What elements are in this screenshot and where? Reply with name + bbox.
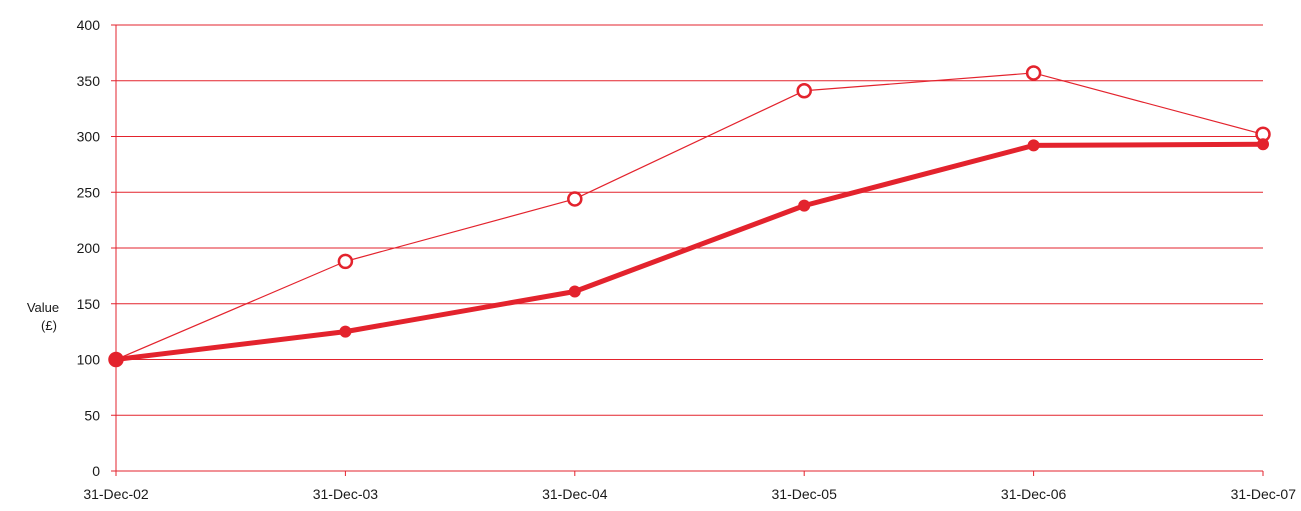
y-tick-label: 200 xyxy=(77,240,101,256)
series-1 xyxy=(110,138,1269,366)
series-line xyxy=(115,72,1264,361)
x-tick-label: 31-Dec-07 xyxy=(1231,486,1297,502)
series-line xyxy=(115,141,1264,362)
y-tick-label: 50 xyxy=(84,407,100,423)
data-point xyxy=(1257,138,1269,151)
y-axis-unit: (£) xyxy=(41,318,57,333)
y-tick-labels: 0 50 100 150 200 250 300 350 400 xyxy=(77,17,101,479)
x-tick-label: 31-Dec-03 xyxy=(313,486,379,502)
y-tick-label: 150 xyxy=(77,296,101,312)
data-point xyxy=(1027,139,1040,152)
y-tick-label: 350 xyxy=(77,73,101,89)
series-2 xyxy=(108,65,1271,368)
y-axis-label: Value xyxy=(27,300,59,315)
x-tick-label: 31-Dec-06 xyxy=(1001,486,1067,502)
x-tick-label: 31-Dec-05 xyxy=(772,486,838,502)
data-point xyxy=(798,199,811,212)
gridlines xyxy=(116,24,1263,416)
y-tick-label: 0 xyxy=(92,463,100,479)
data-point xyxy=(796,83,812,99)
y-tick-label: 250 xyxy=(77,184,101,200)
data-point xyxy=(567,191,583,207)
axes xyxy=(111,24,1264,476)
data-point xyxy=(1025,65,1042,81)
x-tick-labels: 31-Dec-02 31-Dec-03 31-Dec-04 31-Dec-05 31-D… xyxy=(83,486,1296,502)
data-point xyxy=(110,353,122,366)
data-point xyxy=(568,285,581,298)
series xyxy=(108,65,1271,368)
x-tick-label: 31-Dec-02 xyxy=(83,486,149,502)
x-tick-label: 31-Dec-04 xyxy=(542,486,608,502)
y-tick-label: 100 xyxy=(77,352,101,368)
data-point xyxy=(339,325,352,338)
y-tick-label: 300 xyxy=(77,129,101,145)
y-axis-label-group: Value (£) xyxy=(27,300,59,333)
y-tick-label: 400 xyxy=(77,17,101,33)
data-point xyxy=(337,253,354,270)
